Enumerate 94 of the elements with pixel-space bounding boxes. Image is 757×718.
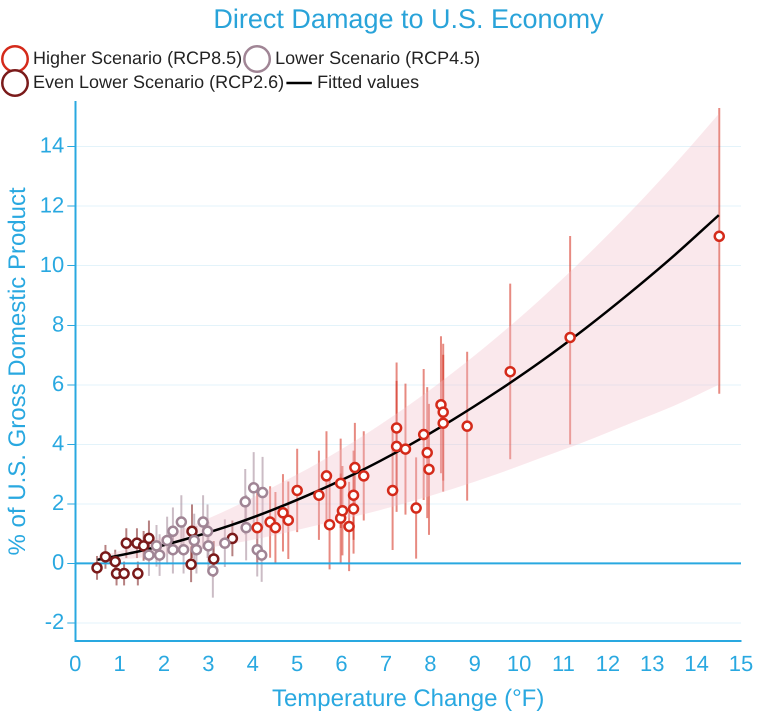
point [334,478,346,490]
point [120,537,132,549]
point [437,417,449,429]
point [410,502,422,514]
point [714,230,726,242]
x-tick-label: 11 [552,651,575,676]
point [390,440,402,452]
point [240,522,252,534]
y-tick-label: 14 [40,132,64,158]
x-tick-label: 8 [424,651,436,676]
x-tick-label: 6 [335,651,348,676]
point [282,514,294,526]
point [138,540,150,552]
legend-label: Fitted values [317,72,420,92]
y-axis-title: % of U.S. Gross Domestic Product [4,187,32,556]
point [313,489,325,501]
point [256,549,268,561]
point [251,522,263,534]
point [418,428,430,440]
y-tick-label: 10 [40,252,64,277]
point [185,558,197,570]
point [188,534,200,546]
point [219,537,231,549]
x-tick-label: 13 [640,651,664,676]
point [256,486,268,498]
point [132,568,144,580]
point [291,484,303,496]
point [202,540,214,552]
point [277,507,289,519]
point [109,556,121,568]
y-tick-label: 6 [52,370,64,396]
point [190,544,202,556]
point [348,489,360,501]
point [208,553,220,565]
point [100,551,112,563]
point [186,526,198,538]
point [320,470,332,482]
point [143,549,155,561]
y-tick-label: 8 [52,311,64,336]
point [154,549,166,561]
legend-label: Higher Scenario (RCP8.5) [33,48,242,68]
point [461,420,473,432]
point [240,496,252,508]
x-tick-label: 15 [728,651,754,676]
point [348,503,360,515]
x-tick-label: 5 [291,651,304,676]
y-tick-label: 12 [40,192,64,218]
point [437,406,449,418]
point [270,522,282,534]
point [197,516,209,528]
legend-label: Lower Scenario (RCP4.5) [275,48,480,68]
x-tick-label: 7 [380,651,392,676]
point [324,518,336,530]
x-axis-title: Temperature Change (°F) [272,685,544,712]
point [118,568,130,580]
point [421,446,433,458]
x-tick-label: 14 [684,651,709,676]
point [167,544,179,556]
point [176,516,188,528]
point [207,565,219,577]
point [423,464,435,476]
point [150,540,162,552]
point [178,544,190,556]
x-tick-label: 3 [202,651,215,676]
point [143,532,155,544]
point [504,366,516,378]
y-tick-label: 4 [52,430,64,456]
point [386,484,398,496]
y-tick-label: 2 [52,490,64,515]
point [400,443,412,455]
point [336,504,348,516]
point [248,482,260,494]
point [226,532,238,544]
chart-title: Direct Damage to U.S. Economy [212,4,605,36]
x-tick-label: 9 [468,651,481,676]
line-series [96,214,720,562]
point [358,470,370,482]
x-tick-label: 4 [246,651,259,676]
point [167,526,179,538]
point [349,462,361,474]
y-tick-label: 0 [52,549,64,574]
point [91,562,103,574]
point [564,332,576,344]
x-tick-label: 1 [114,651,126,676]
point [343,520,355,532]
point [390,422,402,434]
legend-label: Even Lower Scenario (RCP2.6) [33,72,284,92]
x-tick-label: 0 [69,651,82,676]
x-tick-label: 12 [596,651,620,676]
x-tick-label: 2 [158,651,170,676]
point [161,534,173,546]
y-tick-label: -2 [44,609,64,634]
point [202,526,214,538]
x-tick-label: 10 [506,651,532,676]
